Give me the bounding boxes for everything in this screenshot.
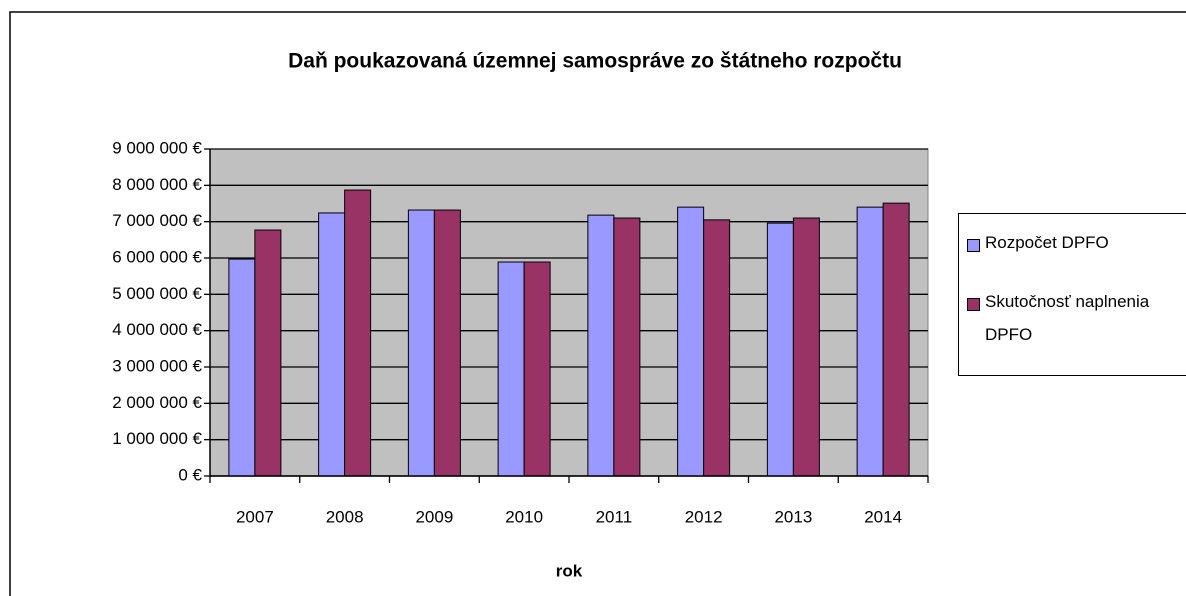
x-tick-label: 2013 bbox=[774, 507, 812, 526]
x-tick-label: 2014 bbox=[864, 507, 902, 526]
y-tick-label: 5 000 000 € bbox=[112, 284, 202, 303]
bar bbox=[677, 206, 705, 477]
y-tick-label: 8 000 000 € bbox=[112, 175, 202, 194]
chart-title: Daň poukazovaná územnej samospráve zo št… bbox=[288, 50, 902, 73]
bar bbox=[882, 202, 910, 477]
legend-item: Rozpočet DPFO bbox=[967, 233, 1185, 259]
legend-swatch bbox=[967, 239, 980, 252]
bar bbox=[587, 214, 615, 477]
bar bbox=[613, 217, 641, 477]
y-tick-label: 6 000 000 € bbox=[112, 247, 202, 266]
x-tick-label: 2010 bbox=[505, 507, 543, 526]
x-tick-label: 2011 bbox=[596, 507, 633, 526]
y-tick-label: 0 € bbox=[178, 465, 202, 484]
legend: Rozpočet DPFO Skutočnosť naplnenia DPFO bbox=[958, 213, 1186, 376]
y-tick-label: 2 000 000 € bbox=[112, 393, 202, 412]
bar bbox=[344, 189, 372, 477]
plot-area bbox=[209, 148, 929, 477]
bar bbox=[523, 261, 551, 477]
bar bbox=[228, 258, 256, 477]
legend-item: Skutočnosť naplnenia DPFO bbox=[967, 292, 1185, 351]
bar bbox=[433, 209, 461, 477]
y-tick-label: 4 000 000 € bbox=[112, 320, 202, 339]
legend-label: Rozpočet DPFO bbox=[985, 233, 1109, 252]
legend-swatch bbox=[967, 298, 980, 311]
y-tick-label: 1 000 000 € bbox=[112, 429, 202, 448]
bar bbox=[792, 217, 820, 477]
bar bbox=[766, 222, 794, 477]
bar bbox=[703, 219, 731, 477]
bar bbox=[497, 261, 525, 477]
x-tick-label: 2009 bbox=[415, 507, 453, 526]
x-tick-label: 2008 bbox=[326, 507, 364, 526]
bar bbox=[856, 206, 884, 477]
y-tick-label: 9 000 000 € bbox=[112, 138, 202, 157]
legend-label: Skutočnosť naplnenia DPFO bbox=[985, 292, 1150, 344]
bar bbox=[318, 212, 346, 477]
bar bbox=[407, 209, 435, 477]
bar bbox=[254, 229, 282, 477]
x-tick-label: 2012 bbox=[685, 507, 723, 526]
y-tick-label: 3 000 000 € bbox=[112, 356, 202, 375]
x-tick-label: 2007 bbox=[236, 507, 274, 526]
y-tick-label: 7 000 000 € bbox=[112, 211, 202, 230]
x-axis-title: rok bbox=[556, 561, 583, 580]
